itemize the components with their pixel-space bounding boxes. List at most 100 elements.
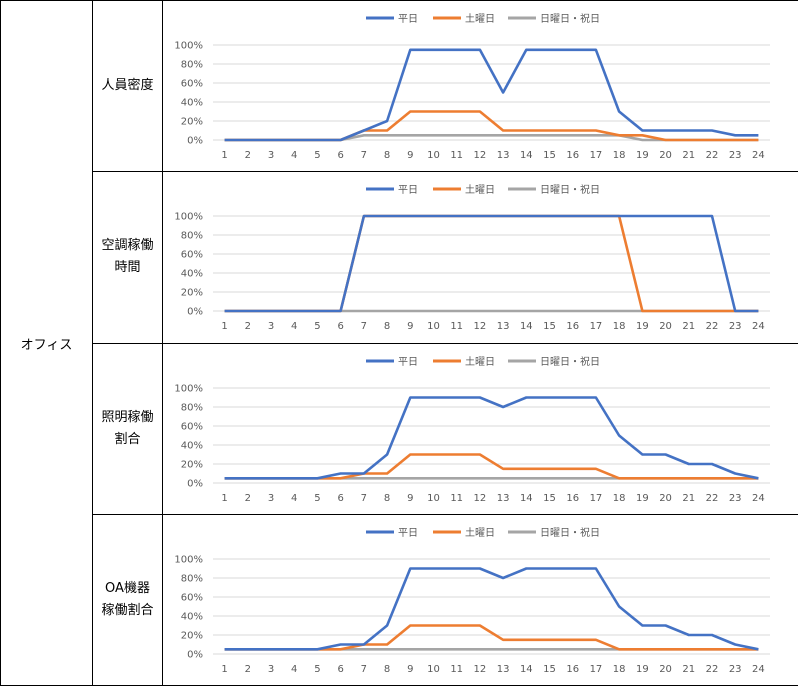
y-tick-label: 100%: [174, 41, 203, 52]
row-label-line: 人員密度: [101, 78, 154, 94]
x-tick-label: 8: [384, 664, 390, 675]
x-tick-label: 7: [361, 664, 367, 675]
x-tick-label: 15: [543, 150, 556, 161]
x-tick-label: 14: [520, 321, 533, 332]
x-tick-label: 18: [613, 321, 626, 332]
x-tick-label: 22: [706, 664, 719, 675]
x-tick-label: 8: [384, 493, 390, 504]
series-line: [224, 452, 759, 480]
x-tick-label: 10: [427, 664, 440, 675]
x-tick-label: 3: [268, 150, 274, 161]
legend-label: 平日: [398, 185, 418, 196]
y-tick-label: 100%: [174, 212, 203, 223]
x-tick-label: 18: [613, 150, 626, 161]
row-label-line: 空調稼働: [101, 238, 154, 254]
x-tick-label: 2: [245, 321, 251, 332]
x-tick-label: 19: [636, 150, 649, 161]
x-tick-label: 15: [543, 664, 556, 675]
x-tick-label: 17: [590, 150, 603, 161]
x-tick-label: 12: [474, 150, 487, 161]
x-tick-label: 8: [384, 150, 390, 161]
chart-cell: 0% 20% 40% 60% 80% 100% 1 2 3 4 5 6 7 8 9 10 11 12 13 14 15 1…: [162, 171, 798, 344]
x-tick-label: 2: [245, 150, 251, 161]
x-tick-label: 11: [450, 321, 463, 332]
x-tick-label: 7: [361, 150, 367, 161]
x-tick-label: 5: [314, 493, 320, 504]
chart-hvac-hours: 0%20%40%60%80%100%1 2 3 4 5 6 7 8 9 10 11 12 13 14 15 1…: [174, 183, 770, 332]
x-tick-label: 12: [474, 493, 487, 504]
x-tick-label: 3: [268, 664, 274, 675]
x-tick-label: 9: [407, 664, 413, 675]
y-tick-label: 0%: [187, 478, 203, 489]
x-tick-label: 13: [497, 321, 510, 332]
x-tick-label: 6: [337, 150, 343, 161]
x-tick-label: 12: [474, 321, 487, 332]
legend-label: 日曜日・祝日: [540, 355, 600, 368]
legend-label: 土曜日: [465, 12, 495, 25]
x-tick-label: 10: [427, 321, 440, 332]
x-tick-label: 21: [682, 321, 695, 332]
series-line: [224, 48, 759, 142]
x-tick-label: 7: [361, 321, 367, 332]
series-line: [224, 215, 759, 313]
legend-label: 平日: [398, 357, 418, 368]
x-tick-label: 14: [520, 664, 533, 675]
x-tick-label: 22: [706, 321, 719, 332]
x-tick-label: 11: [450, 150, 463, 161]
y-tick-label: 0%: [187, 136, 203, 147]
x-tick-label: 5: [314, 321, 320, 332]
y-tick-label: 20%: [181, 459, 203, 470]
x-tick-label: 13: [497, 664, 510, 675]
row-label-cell: 人員密度: [92, 0, 163, 173]
x-tick-label: 24: [752, 150, 765, 161]
x-tick-label: 8: [384, 321, 390, 332]
y-tick-label: 0%: [187, 307, 203, 318]
x-tick-label: 16: [566, 493, 579, 504]
x-tick-label: 9: [407, 493, 413, 504]
x-tick-label: 4: [291, 493, 297, 504]
x-tick-label: 22: [706, 150, 719, 161]
y-tick-label: 40%: [181, 98, 203, 109]
x-tick-label: 20: [659, 150, 672, 161]
row-label-line: 照明稼働: [101, 409, 154, 425]
legend-label: 日曜日・祝日: [540, 183, 600, 196]
chart-lighting-ratio: 0%20%40%60%80%100%1 2 3 4 5 6 7 8 9 10 11 12 13 14 15 1…: [174, 355, 770, 504]
x-tick-label: 5: [314, 150, 320, 161]
y-tick-label: 60%: [181, 250, 203, 261]
category-cell: オフィス: [0, 0, 93, 686]
x-tick-label: 12: [474, 664, 487, 675]
row-label-cell: OA機器 稼働割合: [92, 513, 163, 686]
y-tick-label: 80%: [181, 231, 203, 242]
x-tick-label: 14: [520, 493, 533, 504]
legend-label: 日曜日・祝日: [540, 12, 600, 25]
x-tick-label: 9: [407, 150, 413, 161]
x-tick-label: 18: [613, 664, 626, 675]
x-tick-label: 2: [245, 493, 251, 504]
legend-label: 平日: [398, 528, 418, 539]
x-tick-label: 24: [752, 493, 765, 504]
x-tick-label: 3: [268, 493, 274, 504]
x-tick-label: 17: [590, 321, 603, 332]
y-tick-label: 100%: [174, 383, 203, 394]
x-tick-label: 4: [291, 150, 297, 161]
row-label-cell: 空調稼働 時間: [92, 171, 163, 344]
x-tick-label: 20: [659, 493, 672, 504]
x-tick-label: 20: [659, 664, 672, 675]
chart-cell: 0% 20% 40% 60% 80% 100% 1 2 3 4 5 6 7 8 9 10 11 12 13 14 15 1…: [162, 513, 798, 686]
x-tick-label: 6: [337, 321, 343, 332]
x-tick-label: 15: [543, 493, 556, 504]
legend-label: 日曜日・祝日: [540, 526, 600, 539]
x-tick-label: 23: [729, 321, 742, 332]
legend-label: 平日: [398, 14, 418, 25]
y-tick-label: 40%: [181, 269, 203, 280]
x-tick-label: 6: [337, 664, 343, 675]
x-tick-label: 14: [520, 150, 533, 161]
chart-cell: 0% 20% 40% 60% 80% 100% 1 2 3 4 5 6 7 8 9 10 11 12 13 14 15 1…: [162, 342, 798, 515]
chart-cell: 0% 20% 40% 60% 80% 100% 1 2 3 4 5 6 7 8 9 10 11 12 13 14 15 1…: [162, 0, 798, 173]
x-tick-label: 1: [221, 493, 227, 504]
y-tick-label: 20%: [181, 630, 203, 641]
series-line: [224, 215, 759, 313]
x-tick-label: 23: [729, 493, 742, 504]
x-tick-label: 5: [314, 664, 320, 675]
